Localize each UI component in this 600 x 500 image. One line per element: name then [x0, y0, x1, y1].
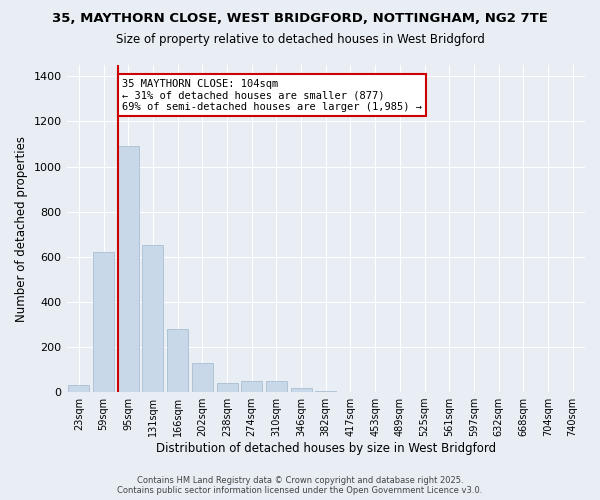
Text: 35 MAYTHORN CLOSE: 104sqm
← 31% of detached houses are smaller (877)
69% of semi: 35 MAYTHORN CLOSE: 104sqm ← 31% of detac… — [122, 78, 422, 112]
Y-axis label: Number of detached properties: Number of detached properties — [15, 136, 28, 322]
Text: 35, MAYTHORN CLOSE, WEST BRIDGFORD, NOTTINGHAM, NG2 7TE: 35, MAYTHORN CLOSE, WEST BRIDGFORD, NOTT… — [52, 12, 548, 26]
Bar — [93, 252, 114, 392]
Bar — [192, 363, 213, 392]
X-axis label: Distribution of detached houses by size in West Bridgford: Distribution of detached houses by size … — [156, 442, 496, 455]
Text: Size of property relative to detached houses in West Bridgford: Size of property relative to detached ho… — [116, 32, 484, 46]
Bar — [241, 381, 262, 392]
Bar — [118, 146, 139, 392]
Text: Contains HM Land Registry data © Crown copyright and database right 2025.
Contai: Contains HM Land Registry data © Crown c… — [118, 476, 482, 495]
Bar — [167, 329, 188, 392]
Bar — [315, 391, 336, 392]
Bar — [68, 386, 89, 392]
Bar — [290, 388, 311, 392]
Bar — [142, 246, 163, 392]
Bar — [217, 383, 238, 392]
Bar — [266, 381, 287, 392]
